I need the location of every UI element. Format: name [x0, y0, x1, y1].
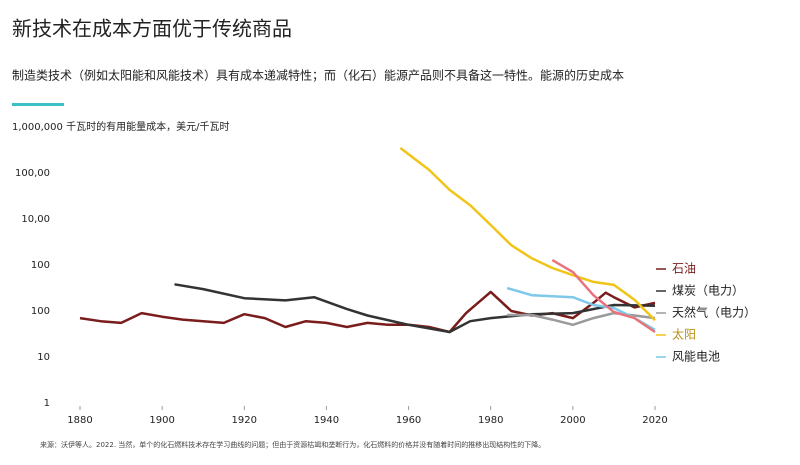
x-tick-label: 1900 — [149, 415, 174, 426]
series-line — [507, 311, 656, 327]
series-line — [399, 147, 656, 322]
legend-label: 煤炭（电力） — [672, 284, 744, 298]
x-tick-label: 1940 — [314, 415, 339, 426]
x-tick-label: 1960 — [396, 415, 421, 426]
legend-label: 天然气（电力） — [672, 305, 756, 320]
x-tick-label: 2000 — [560, 415, 585, 426]
x-tick-label: 2020 — [642, 415, 667, 426]
chart-title: 新技术在成本方面优于传统商品 — [12, 17, 292, 41]
series-line — [506, 286, 656, 331]
y-tick-label: 1 — [44, 398, 50, 409]
x-tick-label: 1880 — [67, 415, 92, 426]
x-tick-label: 1920 — [232, 415, 257, 426]
y-tick-label: 10,00 — [21, 214, 50, 225]
chart-subtitle: 制造类技术（例如太阳能和风能技术）具有成本递减特性；而（化石）能源产品则不具备这… — [12, 68, 624, 83]
y-tick-label: 10 — [37, 352, 50, 363]
y-axis-label: 1,000,000 千瓦时的有用能量成本，美元/千瓦时 — [12, 120, 229, 133]
series-line — [174, 283, 656, 334]
legend-label: 太阳 — [672, 327, 696, 342]
accent-bar — [12, 103, 64, 106]
series-line — [551, 259, 656, 334]
source-note: 来源：沃伊等人。2022. 当然，单个的化石燃料技术存在学习曲线的问题；但由于资… — [40, 440, 545, 449]
legend-label: 石油 — [672, 262, 696, 276]
series-line — [79, 290, 656, 334]
legend-label: 风能电池 — [672, 350, 720, 364]
y-tick-label: 100,00 — [15, 168, 50, 179]
y-tick-label: 100 — [31, 260, 50, 271]
x-tick-label: 1980 — [478, 415, 503, 426]
y-tick-label: 100 — [31, 306, 50, 317]
